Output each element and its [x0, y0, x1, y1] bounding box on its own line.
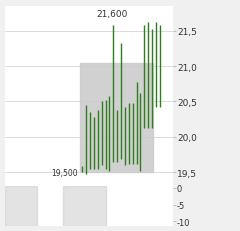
Text: 21,600: 21,600: [96, 10, 128, 19]
Text: 19,500: 19,500: [51, 168, 78, 177]
Text: Okt: Okt: [10, 186, 26, 195]
Bar: [63, 186, 106, 226]
Bar: [5, 186, 37, 226]
Text: Jan: Jan: [43, 186, 57, 195]
Text: Jul: Jul: [105, 186, 116, 195]
Text: Apr: Apr: [72, 186, 88, 195]
